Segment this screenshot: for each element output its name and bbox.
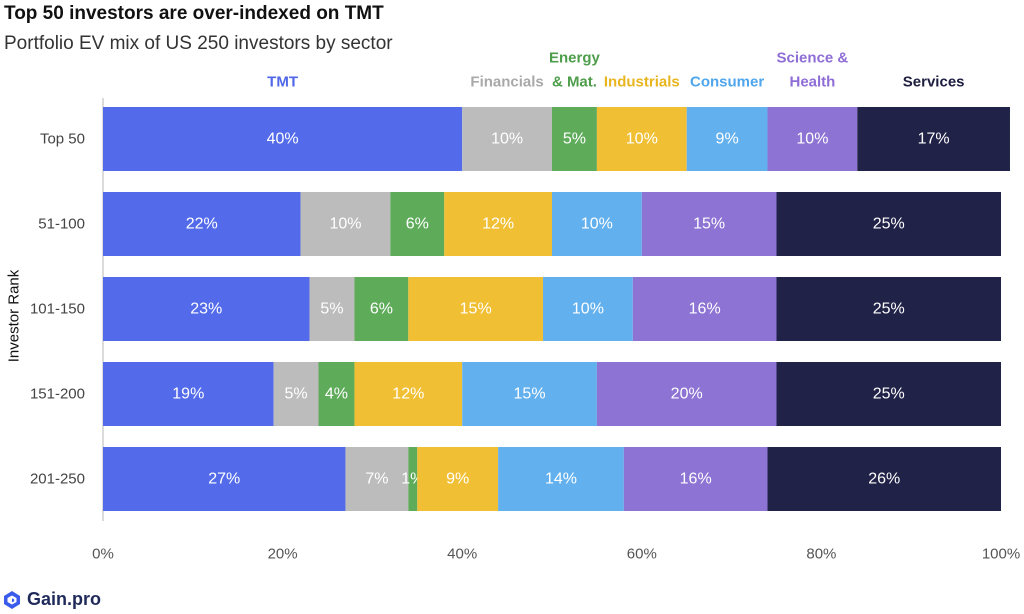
bar-segment — [641, 192, 777, 256]
legend-label: Science & — [777, 50, 849, 67]
legend-label: Energy — [549, 50, 601, 67]
bar-value-label: 10% — [572, 301, 604, 318]
bar-segment — [103, 362, 274, 426]
x-tick-label: 40% — [447, 546, 477, 563]
gain-pro-logo-text: Gain.pro — [27, 589, 102, 609]
bar-segment — [462, 362, 597, 426]
chart-title: Top 50 investors are over-indexed on TMT — [4, 3, 384, 24]
y-category-label: 101-150 — [30, 301, 85, 318]
x-tick-label: 80% — [806, 546, 836, 563]
bar-segment — [596, 107, 687, 171]
bar-segment — [103, 107, 463, 171]
bar-value-label: 6% — [406, 216, 429, 233]
y-category-label: 151-200 — [30, 386, 85, 403]
bar-value-label: 6% — [370, 301, 393, 318]
bar-segment — [417, 447, 499, 511]
bar-segment — [462, 107, 552, 171]
bar-value-label: 5% — [320, 301, 343, 318]
bar-value-label: 12% — [392, 386, 424, 403]
bar-segment — [632, 277, 777, 341]
gain-pro-logo: Gain.pro — [2, 589, 101, 610]
bar-value-label: 15% — [514, 386, 546, 403]
bar-segment — [300, 192, 391, 256]
bar-value-label: 40% — [267, 131, 299, 148]
bar-segment — [767, 107, 858, 171]
bar-segment — [623, 447, 768, 511]
bar-value-label: 10% — [329, 216, 361, 233]
legend-label: Financials — [470, 74, 543, 91]
bar-segment — [552, 192, 642, 256]
bar-segment — [309, 277, 355, 341]
bar-value-label: 5% — [563, 131, 586, 148]
bar-value-label: 16% — [680, 471, 712, 488]
x-tick-label: 20% — [268, 546, 298, 563]
bar-value-label: 7% — [365, 471, 388, 488]
bar-value-label: 25% — [873, 386, 905, 403]
bar-value-label: 10% — [491, 131, 523, 148]
bar-segment — [686, 107, 768, 171]
bar-segment — [354, 362, 463, 426]
bar-segment — [390, 192, 445, 256]
x-tick-label: 60% — [627, 546, 657, 563]
chart-subtitle: Portfolio EV mix of US 250 investors by … — [4, 33, 393, 54]
bar-value-label: 9% — [716, 131, 739, 148]
x-tick-label: 100% — [982, 546, 1020, 563]
bar-segment — [498, 447, 624, 511]
legend-label: TMT — [267, 74, 298, 91]
bar-segment — [103, 192, 301, 256]
bar-value-label: 12% — [482, 216, 514, 233]
bar-segment — [408, 277, 544, 341]
bar-value-label: 9% — [446, 471, 469, 488]
y-axis-title: Investor Rank — [6, 269, 23, 362]
y-category-label: 51-100 — [38, 216, 85, 233]
bar-value-label: 25% — [873, 301, 905, 318]
legend-label: & Mat. — [552, 74, 597, 91]
bar-value-label: 10% — [626, 131, 658, 148]
bar-segment — [767, 447, 1001, 511]
bar-value-label: 16% — [689, 301, 721, 318]
bar-value-label: 19% — [172, 386, 204, 403]
bar-segment — [776, 277, 1001, 341]
bar-segment — [776, 192, 1001, 256]
bar-value-label: 23% — [190, 301, 222, 318]
bar-value-label: 10% — [796, 131, 828, 148]
bar-value-label: 5% — [285, 386, 308, 403]
bar-segment — [857, 107, 1010, 171]
bar-segment — [408, 447, 418, 511]
bar-segment — [273, 362, 319, 426]
bar-value-label: 17% — [918, 131, 950, 148]
bar-value-label: 26% — [868, 471, 900, 488]
legend-label: Industrials — [604, 74, 680, 91]
bar-value-label: 4% — [325, 386, 348, 403]
bar-segment — [596, 362, 777, 426]
gain-pro-logo-icon — [4, 590, 20, 609]
bar-value-label: 14% — [545, 471, 577, 488]
bar-value-label: 15% — [693, 216, 725, 233]
bar-segment — [776, 362, 1001, 426]
bar-value-label: 10% — [581, 216, 613, 233]
bar-segment — [345, 447, 409, 511]
bar-segment — [318, 362, 355, 426]
legend-label: Health — [789, 74, 835, 91]
y-category-label: 201-250 — [30, 471, 85, 488]
y-category-label: Top 50 — [40, 131, 85, 148]
legend-label: Services — [903, 74, 965, 91]
legend-label: Consumer — [690, 74, 764, 91]
bar-segment — [103, 447, 346, 511]
bar-segment — [103, 277, 310, 341]
bar-segment — [543, 277, 633, 341]
bar-value-label: 15% — [460, 301, 492, 318]
bar-value-label: 22% — [186, 216, 218, 233]
bar-segment — [354, 277, 409, 341]
bar-value-label: 27% — [208, 471, 240, 488]
bar-segment — [552, 107, 597, 171]
bar-value-label: 20% — [671, 386, 703, 403]
x-tick-label: 0% — [92, 546, 114, 563]
bar-segment — [444, 192, 552, 256]
bar-value-label: 25% — [873, 216, 905, 233]
